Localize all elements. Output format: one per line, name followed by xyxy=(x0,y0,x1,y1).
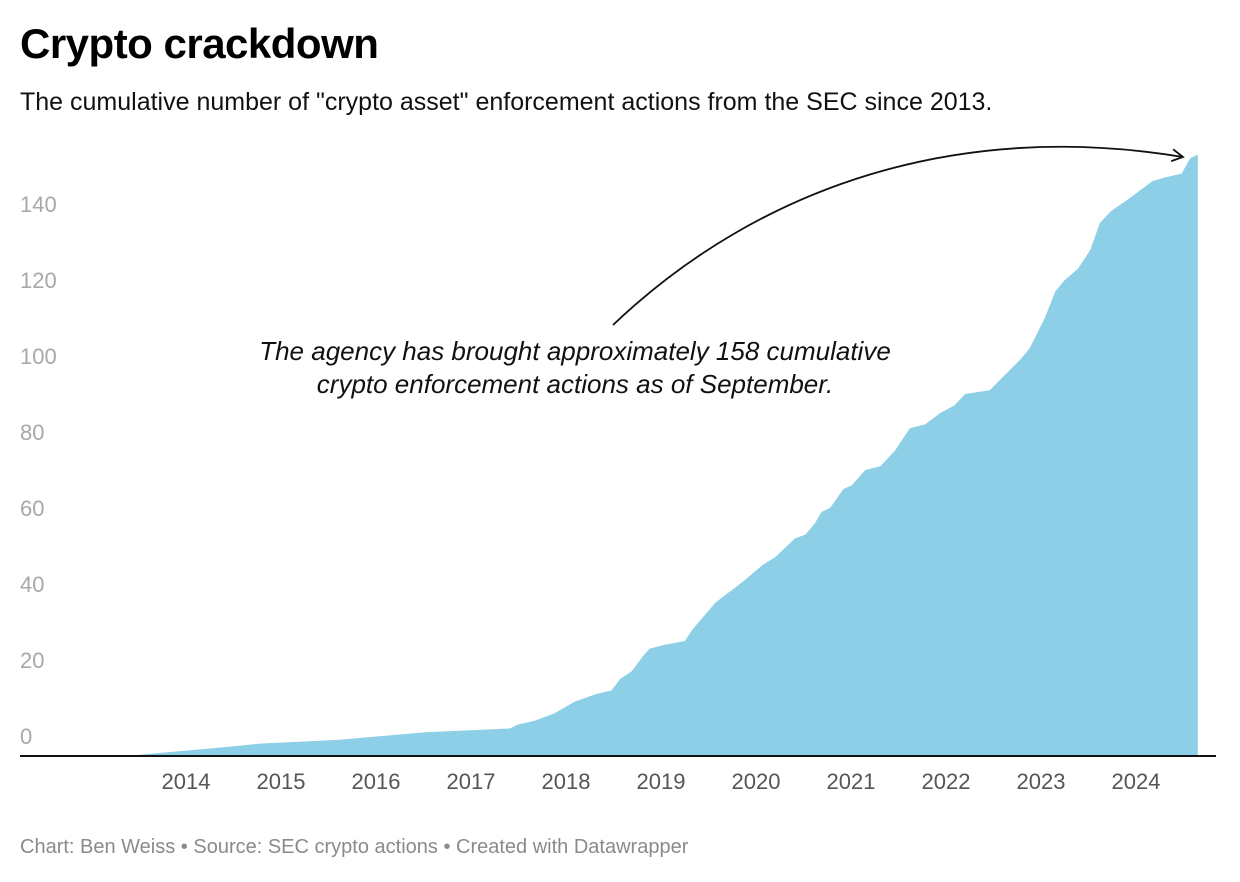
y-tick-label: 140 xyxy=(20,192,57,217)
annotation-line-2: crypto enforcement actions as of Septemb… xyxy=(317,369,833,399)
x-tick-label: 2016 xyxy=(352,769,401,794)
x-tick-label: 2023 xyxy=(1017,769,1066,794)
x-tick-label: 2015 xyxy=(257,769,306,794)
x-tick-label: 2019 xyxy=(637,769,686,794)
x-tick-label: 2021 xyxy=(827,769,876,794)
x-tick-label: 2020 xyxy=(732,769,781,794)
area-series xyxy=(136,154,1198,756)
x-tick-label: 2014 xyxy=(162,769,211,794)
x-tick-label: 2017 xyxy=(447,769,496,794)
annotation-arrow xyxy=(612,145,1185,326)
y-tick-label: 0 xyxy=(20,724,32,749)
y-tick-label: 40 xyxy=(20,572,44,597)
x-tick-label: 2018 xyxy=(542,769,591,794)
chart-title: Crypto crackdown xyxy=(20,20,379,67)
y-tick-label: 120 xyxy=(20,268,57,293)
chart-footer: Chart: Ben Weiss • Source: SEC crypto ac… xyxy=(20,836,689,858)
y-tick-label: 80 xyxy=(20,420,44,445)
y-tick-label: 60 xyxy=(20,496,44,521)
x-tick-label: 2022 xyxy=(922,769,971,794)
x-tick-label: 2024 xyxy=(1112,769,1161,794)
chart-subtitle: The cumulative number of "crypto asset" … xyxy=(20,88,993,116)
y-tick-label: 100 xyxy=(20,344,57,369)
y-tick-label: 20 xyxy=(20,648,44,673)
annotation-line-1: The agency has brought approximately 158… xyxy=(259,336,891,366)
